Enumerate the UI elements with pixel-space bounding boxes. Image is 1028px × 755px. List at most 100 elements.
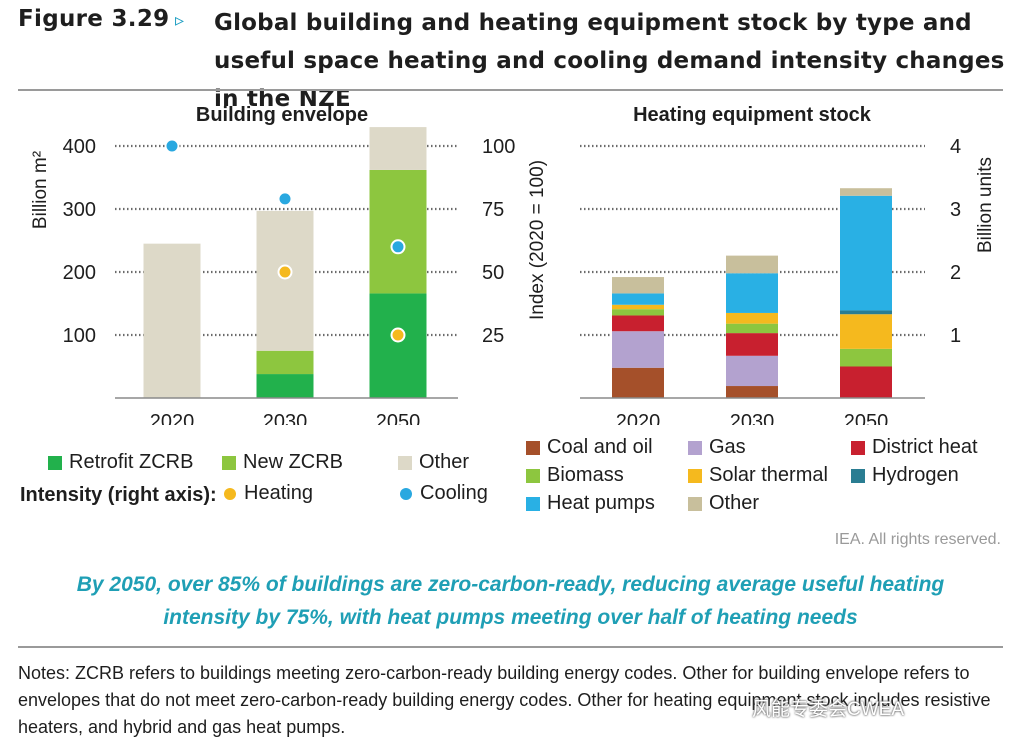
legend-label: District heat — [872, 436, 978, 458]
bar-segment — [369, 169, 427, 294]
intensity-point — [277, 264, 293, 280]
charts-canvas: Building envelope Billion m² Index (2020 =… — [30, 104, 996, 425]
y-tick-label: 4 — [950, 136, 961, 158]
bar-segment — [840, 366, 892, 398]
legend-swatch — [851, 440, 865, 455]
legend-label: Solar thermal — [709, 464, 828, 486]
bar-segment — [612, 331, 664, 368]
legend-swatch — [526, 468, 540, 483]
bar-segment — [143, 243, 201, 398]
bar-segment — [840, 314, 892, 349]
legend-heat-pumps: Heat pumps — [526, 492, 655, 515]
legend-label: Coal and oil — [547, 436, 653, 458]
x-tick-label: 2050 — [844, 411, 889, 425]
legend-new-zcrb: New ZCRB — [222, 451, 343, 474]
x-tick-label: 2050 — [376, 411, 421, 425]
legend-gas: Gas — [688, 436, 746, 459]
intensity-legend-title: Intensity (right axis): — [20, 484, 217, 506]
watermark: 风能专委会CWEA — [752, 699, 905, 720]
legend-label: Other — [709, 492, 760, 514]
notes-rule — [18, 646, 1003, 648]
intensity-point — [277, 191, 293, 207]
caption-line: intensity by 75%, with heat pumps meetin… — [163, 606, 858, 629]
bar-segment — [726, 386, 778, 398]
bar-segment — [612, 304, 664, 310]
legend-retrofit-zcrb: Retrofit ZCRB — [48, 451, 193, 474]
bar-segment — [726, 333, 778, 356]
bar-segment — [612, 367, 664, 398]
y-axis-label: Billion m² — [30, 151, 51, 229]
top-rule — [18, 89, 1003, 91]
y-tick-label: 400 — [63, 136, 96, 158]
y-tick-label: 3 — [950, 199, 961, 221]
legend-swatch — [222, 455, 236, 470]
legend-cooling: Cooling — [400, 482, 488, 505]
legend-other-envelope: Other — [398, 451, 469, 474]
rights-notice: IEA. All rights reserved. — [834, 531, 1001, 548]
chart-title: Building envelope — [196, 104, 368, 126]
y-tick-label: 1 — [950, 325, 961, 347]
bar-segment — [369, 127, 427, 170]
caption-line: By 2050, over 85% of buildings are zero-… — [76, 573, 945, 596]
x-tick-label: 2020 — [616, 411, 661, 425]
legend-label: Cooling — [420, 482, 488, 504]
legend-label: Biomass — [547, 464, 624, 486]
intensity-point — [164, 138, 180, 154]
legend-coal-and-oil: Coal and oil — [526, 436, 653, 459]
bar-segment — [256, 374, 314, 398]
legend-swatch — [48, 455, 62, 470]
y2-tick-label: 75 — [482, 199, 504, 221]
figure-label: Figure 3.29 — [18, 6, 170, 32]
y2-tick-label: 100 — [482, 136, 515, 158]
legend-label: Retrofit ZCRB — [69, 451, 194, 473]
legend-district-heat: District heat — [851, 436, 978, 459]
intensity-point — [390, 239, 406, 255]
y-tick-label: 200 — [63, 262, 96, 284]
bar-segment — [256, 350, 314, 375]
legend-dot — [224, 487, 236, 500]
intensity-point — [390, 327, 406, 343]
bar-segment — [726, 312, 778, 324]
bar-segment — [256, 210, 314, 351]
caption: By 2050, over 85% of buildings are zero-… — [18, 568, 1003, 634]
x-tick-label: 2020 — [150, 411, 195, 425]
y2-axis-label: Index (2020 = 100) — [527, 160, 548, 320]
chart-title: Heating equipment stock — [633, 104, 872, 126]
legend-heating: Heating — [224, 482, 313, 505]
legend-label: Heating — [244, 482, 313, 504]
legend-label: Gas — [709, 436, 746, 458]
bar-segment — [612, 277, 664, 294]
legend-swatch — [398, 455, 412, 470]
bar-segment — [612, 315, 664, 332]
legend-swatch — [526, 440, 540, 455]
legend-dot — [400, 487, 412, 500]
legend-swatch — [526, 496, 540, 511]
legend-other-equipment: Other — [688, 492, 759, 515]
bar-segment — [840, 195, 892, 311]
legend-swatch — [688, 468, 702, 483]
bar-segment — [840, 348, 892, 367]
legend-label: New ZCRB — [243, 451, 344, 473]
y-axis-label: Billion units — [975, 157, 996, 253]
bar-segment — [369, 293, 427, 398]
legend-label: Heat pumps — [547, 492, 655, 514]
y-tick-label: 2 — [950, 262, 961, 284]
bar-segment — [612, 309, 664, 316]
figure-title: Global building and heating equipment st… — [214, 10, 1005, 112]
bar-segment — [726, 355, 778, 387]
y-tick-label: 100 — [63, 325, 96, 347]
legend-biomass: Biomass — [526, 464, 624, 487]
x-tick-label: 2030 — [263, 411, 308, 425]
y-tick-label: 300 — [63, 199, 96, 221]
figure-arrow-icon: ▹ — [175, 10, 185, 30]
x-tick-label: 2030 — [730, 411, 775, 425]
bar-segment — [726, 323, 778, 334]
bar-segment — [726, 255, 778, 274]
legend-swatch — [688, 440, 702, 455]
bar-segment — [840, 310, 892, 315]
legend-label: Hydrogen — [872, 464, 959, 486]
y2-tick-label: 25 — [482, 325, 504, 347]
legend-solar-thermal: Solar thermal — [688, 464, 828, 487]
legend-label: Other — [419, 451, 470, 473]
bar-segment — [612, 293, 664, 305]
